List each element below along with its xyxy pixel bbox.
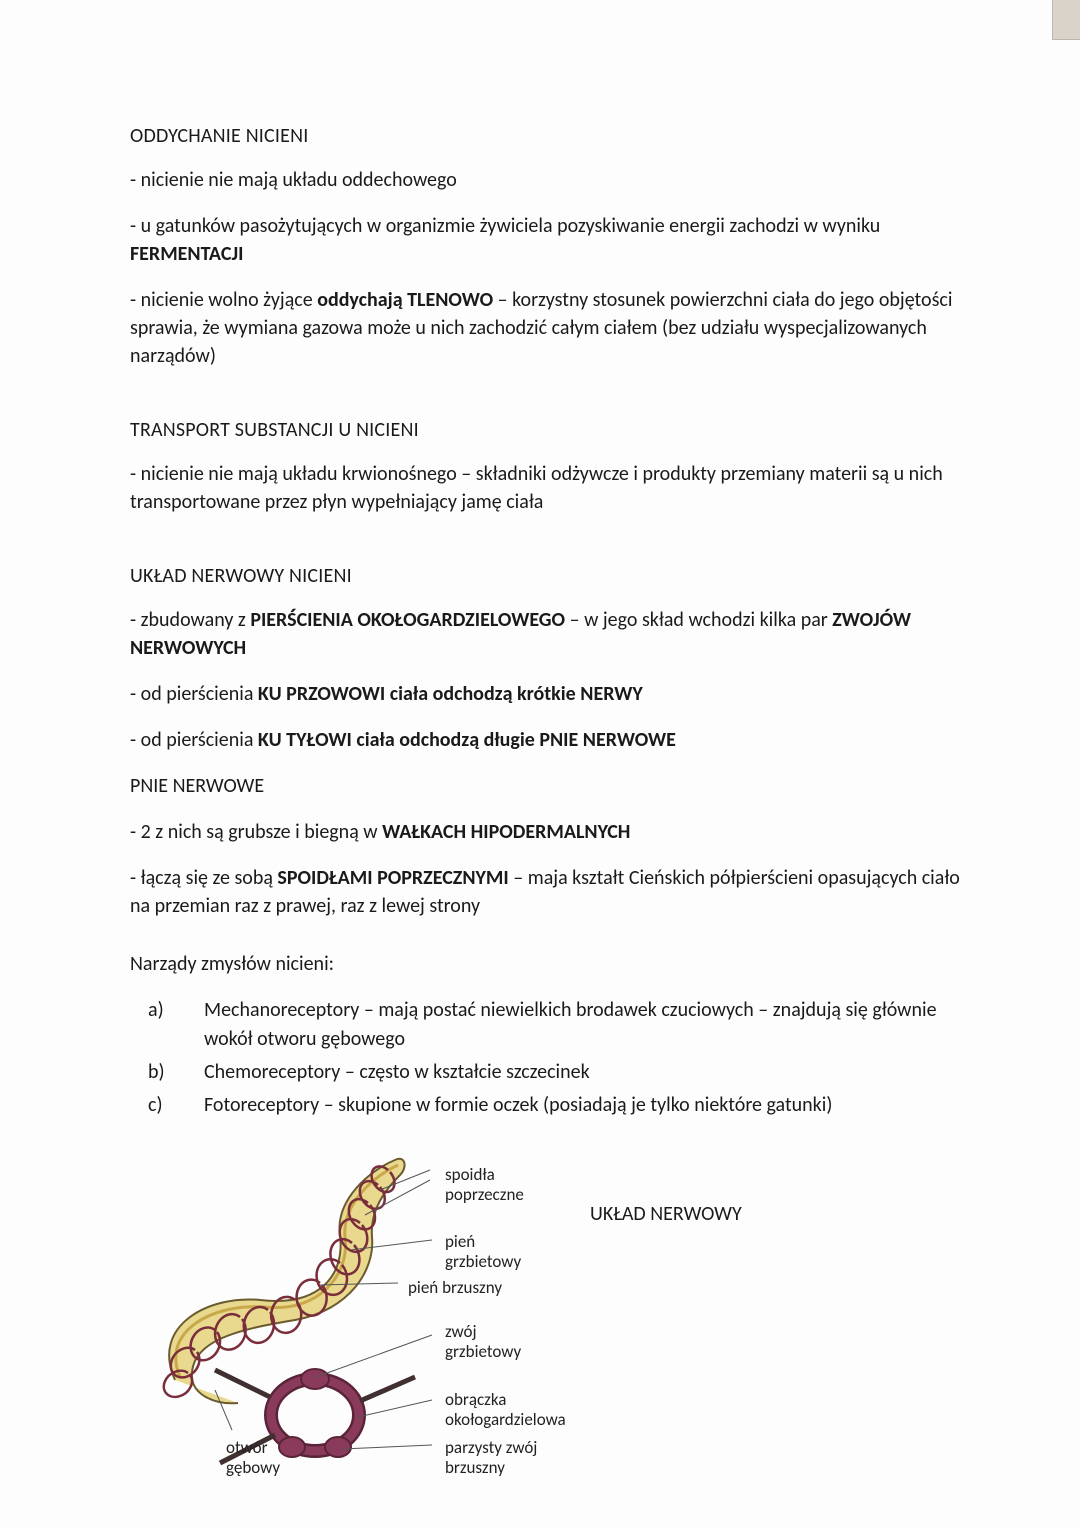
section1-heading: ODDYCHANIE NICIENI [130, 124, 960, 148]
section2-p1: - nicienie nie mają układu krwionośnego … [130, 460, 960, 516]
section3-p2a: - od pierścienia [130, 682, 258, 706]
section1-p3-bold: oddychają TLENOWO [317, 288, 493, 312]
section3-p3a: - od pierścienia [130, 728, 258, 752]
section3-p4a: - 2 z nich są grubsze i biegną w [130, 820, 382, 844]
section3-p5a: - łączą się ze sobą [130, 866, 277, 890]
page-corner-fold [1052, 0, 1080, 40]
section3-p5b: SPOIDŁAMI POPRZECZNYMI [277, 866, 508, 890]
label-obraczka: obrączka okołogardzielowa [445, 1390, 566, 1429]
list-item: b)Chemoreceptory – często w kształcie sz… [176, 1058, 960, 1087]
section3-p5: - łączą się ze sobą SPOIDŁAMI POPRZECZNY… [130, 864, 960, 920]
section1-p2: - u gatunków pasożytujących w organizmie… [130, 212, 960, 268]
section3-p2b: KU PRZOWOWI ciała odchodzą krótkie NERWY [258, 682, 643, 706]
section3-p1c: – w jego skład wchodzi kilka par [565, 608, 832, 632]
list-text: Chemoreceptory – często w kształcie szcz… [204, 1060, 590, 1084]
section3-p1a: - zbudowany z [130, 608, 250, 632]
section3-heading: UKŁAD NERWOWY NICIENI [130, 564, 960, 588]
list-item: a)Mechanoreceptory – mają postać niewiel… [176, 996, 960, 1054]
section3-p4: - 2 z nich są grubsze i biegną w WAŁKACH… [130, 818, 960, 846]
nervous-system-figure: UKŁAD NERWOWY [130, 1150, 960, 1490]
section1-p2-bold: FERMENTACJI [130, 242, 244, 266]
section3-p1: - zbudowany z PIERŚCIENIA OKOŁOGARDZIELO… [130, 606, 960, 662]
list-marker: a) [176, 996, 204, 1025]
label-spoidla: spoidła poprzeczne [445, 1165, 524, 1204]
sense-intro: Narządy zmysłów nicieni: [130, 950, 960, 978]
label-pien-brzuszny: pień brzuszny [408, 1278, 502, 1298]
section1-p1: - nicienie nie mają układu oddechowego [130, 166, 960, 194]
section3-p2: - od pierścienia KU PRZOWOWI ciała odcho… [130, 680, 960, 708]
label-pien-grzbietowy: pień grzbietowy [445, 1232, 521, 1271]
figure-caption: UKŁAD NERWOWY [590, 1202, 742, 1226]
section3-subheading: PNIE NERWOWE [130, 772, 960, 800]
label-zwoj-grzbietowy: zwój grzbietowy [445, 1322, 521, 1361]
label-parzysty-zwoj: parzysty zwój brzuszny [445, 1438, 537, 1477]
section1-p2-text: - u gatunków pasożytujących w organizmie… [130, 214, 880, 238]
list-marker: c) [176, 1091, 204, 1120]
section3-p3: - od pierścienia KU TYŁOWI ciała odchodz… [130, 726, 960, 754]
section1-p3: - nicienie wolno żyjące oddychają TLENOW… [130, 286, 960, 370]
sense-list: a)Mechanoreceptory – mają postać niewiel… [130, 996, 960, 1120]
section3-p4b: WAŁKACH HIPODERMALNYCH [382, 820, 630, 844]
section3-p3b: KU TYŁOWI ciała odchodzą długie PNIE NER… [258, 728, 676, 752]
section1-p3a: - nicienie wolno żyjące [130, 288, 317, 312]
section2-heading: TRANSPORT SUBSTANCJI U NICIENI [130, 418, 960, 442]
label-otwor-gebowy: otwór gębowy [226, 1438, 280, 1477]
list-text: Mechanoreceptory – mają postać niewielki… [204, 998, 937, 1051]
worm-body-path [169, 1159, 404, 1403]
list-marker: b) [176, 1058, 204, 1087]
list-item: c)Fotoreceptory – skupione w formie ocze… [176, 1091, 960, 1120]
list-text: Fotoreceptory – skupione w formie oczek … [204, 1093, 832, 1117]
section3-p1b: PIERŚCIENIA OKOŁOGARDZIELOWEGO [250, 608, 565, 632]
